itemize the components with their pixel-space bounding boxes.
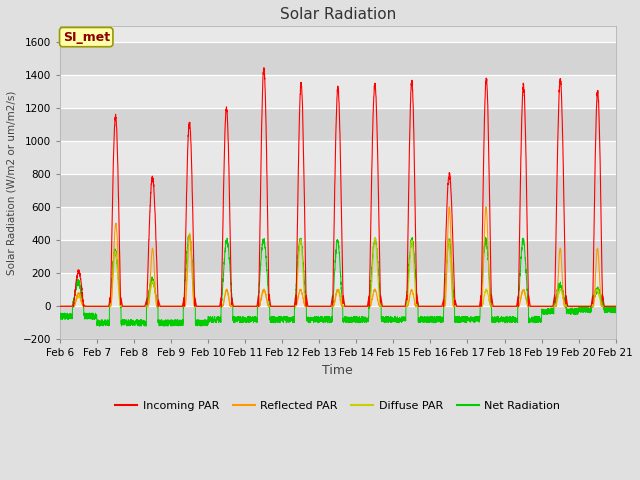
X-axis label: Time: Time bbox=[323, 364, 353, 377]
Bar bbox=[60, 240, 616, 273]
Bar bbox=[60, 142, 616, 174]
Legend: Incoming PAR, Reflected PAR, Diffuse PAR, Net Radiation: Incoming PAR, Reflected PAR, Diffuse PAR… bbox=[111, 396, 565, 415]
Bar bbox=[60, 207, 616, 240]
Title: Solar Radiation: Solar Radiation bbox=[280, 7, 396, 22]
Bar bbox=[60, 42, 616, 75]
Bar bbox=[60, 174, 616, 207]
Bar bbox=[60, 273, 616, 306]
Bar bbox=[60, 306, 616, 339]
Text: SI_met: SI_met bbox=[63, 31, 110, 44]
Bar bbox=[60, 75, 616, 108]
Bar bbox=[60, 108, 616, 142]
Y-axis label: Solar Radiation (W/m2 or um/m2/s): Solar Radiation (W/m2 or um/m2/s) bbox=[7, 90, 17, 275]
